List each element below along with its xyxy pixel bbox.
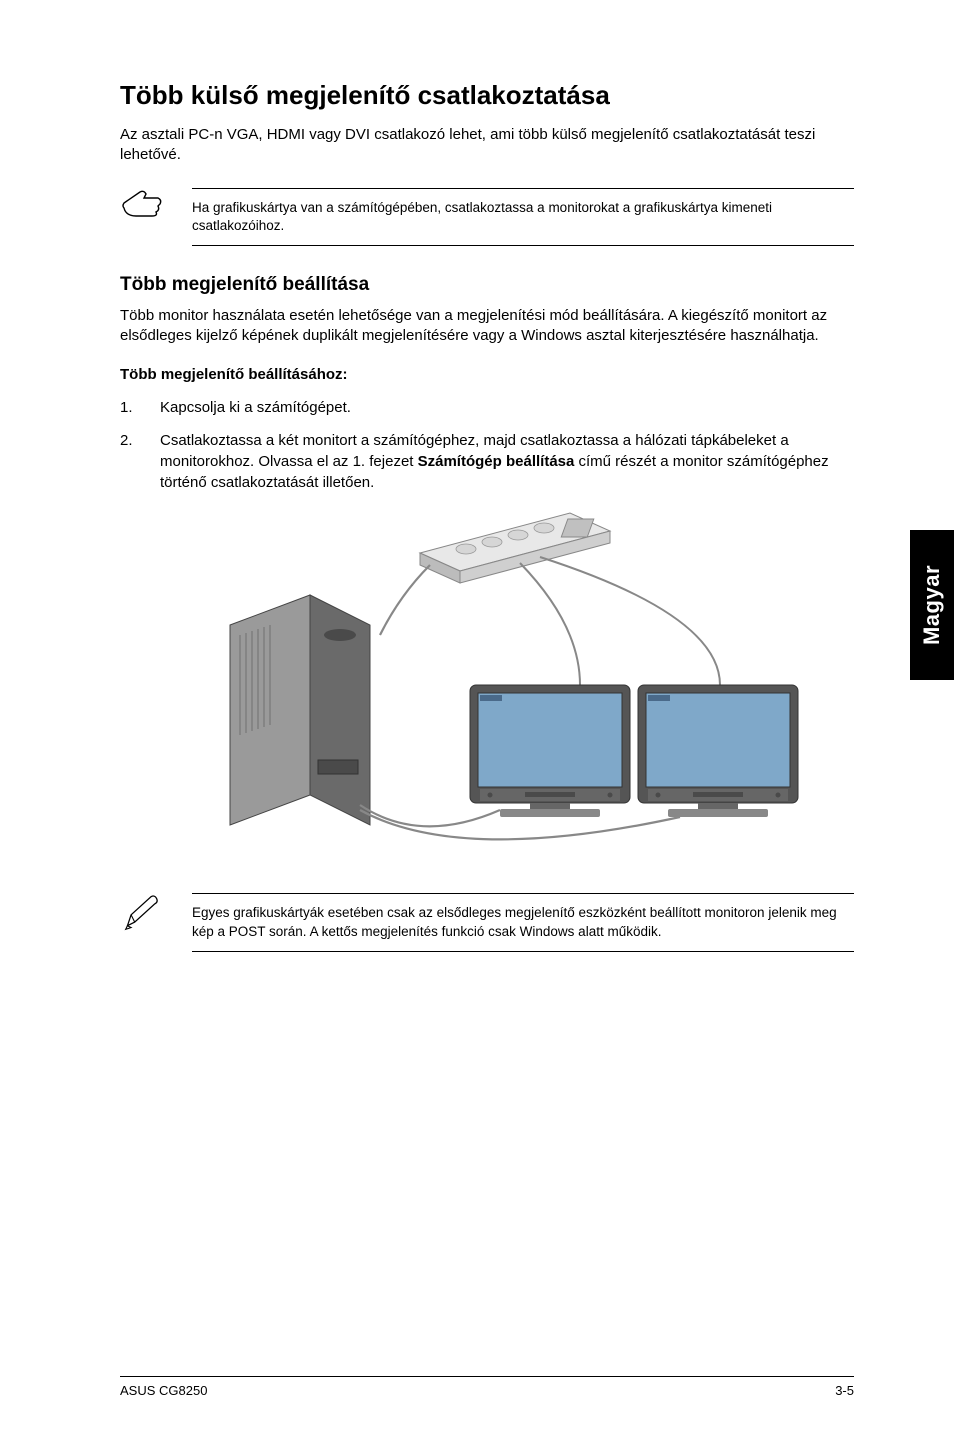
section-heading: Több megjelenítő beállítása <box>120 274 854 296</box>
list-item: Kapcsolja ki a számítógépet. <box>120 397 854 418</box>
page-title: Több külső megjelenítő csatlakoztatása <box>120 80 854 111</box>
intro-text: Az asztali PC-n VGA, HDMI vagy DVI csatl… <box>120 125 854 166</box>
note-text-2: Egyes grafikuskártyák esetében csak az e… <box>192 893 854 951</box>
page-footer: ASUS CG8250 3-5 <box>120 1376 854 1398</box>
footer-left: ASUS CG8250 <box>120 1383 207 1398</box>
section-body: Több monitor használata esetén lehetőség… <box>120 306 854 347</box>
language-tab: Magyar <box>910 530 954 680</box>
note-box-info: Ha grafikuskártya van a számítógépében, … <box>120 188 854 246</box>
footer-right: 3-5 <box>835 1383 854 1398</box>
note-box-pencil: Egyes grafikuskártyák esetében csak az e… <box>120 893 854 951</box>
step2-bold: Számítógép beállítása <box>418 453 575 470</box>
subheading: Több megjelenítő beállításához: <box>120 366 854 383</box>
language-tab-label: Magyar <box>919 565 945 645</box>
list-item: Csatlakoztassa a két monitort a számítóg… <box>120 430 854 493</box>
hand-point-icon <box>120 188 164 224</box>
note-text: Ha grafikuskártya van a számítógépében, … <box>192 188 854 246</box>
setup-illustration <box>160 505 800 865</box>
pencil-icon <box>120 893 164 929</box>
steps-list: Kapcsolja ki a számítógépet. Csatlakozta… <box>120 397 854 493</box>
